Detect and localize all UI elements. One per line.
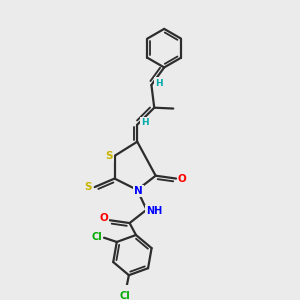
Text: NH: NH xyxy=(146,206,163,216)
Text: O: O xyxy=(99,213,108,223)
Text: O: O xyxy=(178,174,187,184)
Text: Cl: Cl xyxy=(119,291,130,300)
Text: S: S xyxy=(106,151,113,161)
Text: H: H xyxy=(141,118,149,127)
Text: S: S xyxy=(85,182,92,192)
Text: N: N xyxy=(134,186,143,196)
Text: Cl: Cl xyxy=(91,232,102,242)
Text: H: H xyxy=(155,79,163,88)
